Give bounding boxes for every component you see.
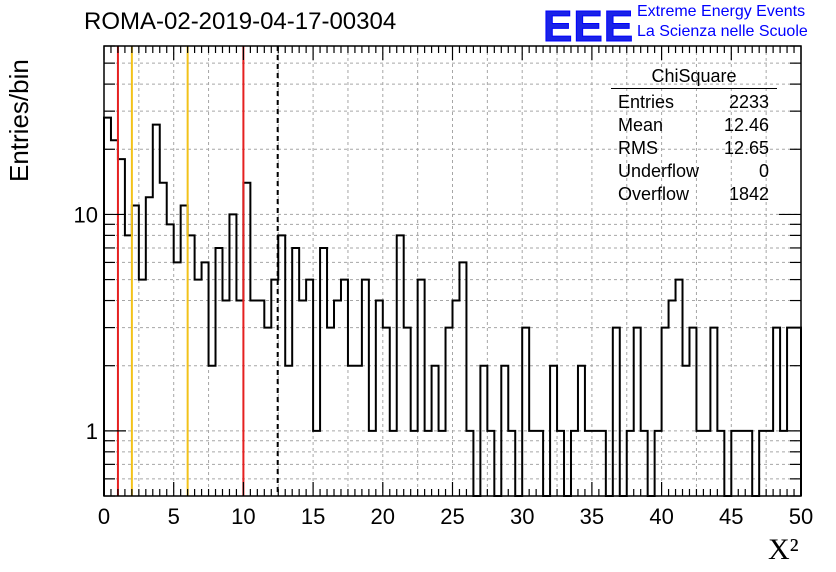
x-tick-label: 30 xyxy=(510,504,534,529)
chart-title: ROMA-02-2019-04-17-00304 xyxy=(84,8,397,35)
x-tick-label: 0 xyxy=(98,504,110,529)
histogram-outline xyxy=(103,116,802,497)
x-tick-label: 25 xyxy=(440,504,464,529)
stats-value: 12.46 xyxy=(723,115,769,135)
histogram-bin xyxy=(229,214,236,496)
x-axis-label: X² xyxy=(768,533,799,566)
x-tick-label: 45 xyxy=(719,504,743,529)
histogram-bin xyxy=(341,280,348,496)
histogram-bin xyxy=(710,328,717,496)
histogram-bin xyxy=(327,328,334,496)
x-tick-label: 50 xyxy=(789,504,813,529)
stats-box: ChiSquare Entries 2233 Mean 12.46 RMS 12.65… xyxy=(611,66,777,206)
stats-title: ChiSquare xyxy=(611,66,777,89)
histogram-bin xyxy=(459,262,466,496)
histogram-bin xyxy=(111,140,118,496)
stats-label: Entries xyxy=(618,92,675,112)
stats-label: Overflow xyxy=(618,184,690,204)
histogram-bin xyxy=(613,328,620,496)
stats-value: 12.65 xyxy=(723,138,769,158)
stats-label: RMS xyxy=(618,138,658,158)
histogram-bin xyxy=(383,328,390,496)
stats-value: 1842 xyxy=(728,184,769,204)
histogram-bin xyxy=(320,248,327,496)
stats-row-entries: Entries 2233 xyxy=(611,91,777,114)
stats-label: Underflow xyxy=(618,161,700,181)
histogram-bin xyxy=(146,197,153,496)
x-tick-label: 35 xyxy=(580,504,604,529)
stats-row-mean: Mean 12.46 xyxy=(611,114,777,137)
histogram-bin xyxy=(334,301,341,496)
histogram-bin xyxy=(216,248,223,496)
histogram-bin xyxy=(236,301,243,496)
histogram-bin xyxy=(787,328,794,496)
histogram-bin xyxy=(202,262,209,496)
stats-value: 0 xyxy=(758,161,769,181)
histogram-bin xyxy=(257,301,264,496)
eee-logo: EEE xyxy=(542,2,635,52)
histogram-bin xyxy=(662,328,669,496)
stats-row-rms: RMS 12.65 xyxy=(611,137,777,160)
histogram-bin xyxy=(453,301,460,496)
x-tick-label: 20 xyxy=(371,504,395,529)
histogram-bin xyxy=(174,262,181,496)
histogram-bin xyxy=(362,280,369,496)
x-tick-label: 15 xyxy=(301,504,325,529)
histogram-bin xyxy=(306,280,313,496)
histogram-bin xyxy=(669,301,676,496)
histogram-bin xyxy=(160,183,167,496)
histogram-bin xyxy=(689,328,696,496)
histogram-bin xyxy=(522,328,529,496)
histogram-bin xyxy=(195,280,202,496)
histogram-bin xyxy=(418,280,425,496)
x-tick-label: 5 xyxy=(168,504,180,529)
logo-tagline-1: Extreme Energy Events xyxy=(637,3,806,20)
histogram-bin xyxy=(634,328,641,496)
stats-row-underflow: Underflow 0 xyxy=(611,160,777,183)
histogram-bin xyxy=(299,301,306,496)
histogram-bin xyxy=(250,301,257,496)
histogram-bin xyxy=(446,328,453,496)
histogram-bin xyxy=(292,248,299,496)
stats-row-overflow: Overflow 1842 xyxy=(611,183,777,206)
logo-tagline-2: La Scienza nelle Scuole xyxy=(637,23,808,40)
histogram-bin xyxy=(794,328,801,496)
histogram-bin xyxy=(181,205,188,496)
x-tick-label: 10 xyxy=(231,504,255,529)
histogram-bin xyxy=(222,301,229,496)
y-tick-label: 1 xyxy=(86,419,98,444)
histogram-bin xyxy=(404,328,411,496)
histogram-bin xyxy=(773,328,780,496)
stats-label: Mean xyxy=(618,115,664,135)
histogram-bin xyxy=(264,328,271,496)
x-tick-label: 40 xyxy=(649,504,673,529)
y-axis-label: Entries/bin xyxy=(4,59,34,182)
y-tick-label: 10 xyxy=(74,202,98,227)
histogram-bin xyxy=(376,301,383,496)
histogram-bin xyxy=(243,183,250,496)
histogram-bin xyxy=(167,224,174,496)
stats-value: 2233 xyxy=(728,92,769,112)
histogram-bin xyxy=(132,205,139,496)
histogram-bin xyxy=(104,118,111,496)
histogram-bin xyxy=(676,280,683,496)
histogram-bin xyxy=(139,280,146,496)
